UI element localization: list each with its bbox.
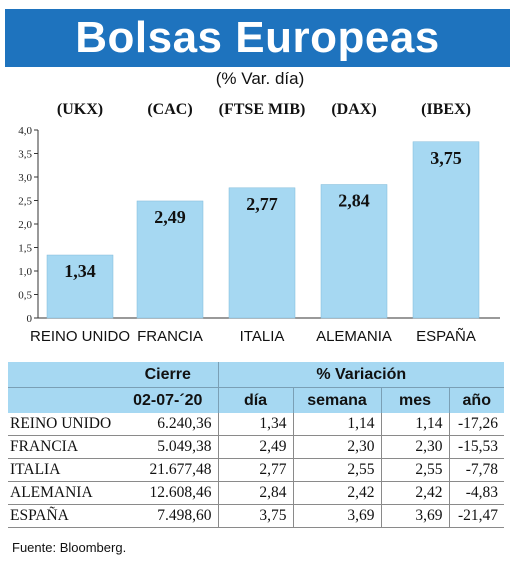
table-row: ESPAÑA 7.498,60 3,75 3,69 3,69 -21,47 bbox=[8, 504, 505, 528]
row-name: ALEMANIA bbox=[8, 481, 118, 505]
row-mes: 3,69 bbox=[381, 504, 450, 528]
row-semana: 2,55 bbox=[293, 458, 382, 482]
row-dia: 3,75 bbox=[218, 504, 294, 528]
row-name: REINO UNIDO bbox=[8, 413, 118, 436]
chart-title: Bolsas Europeas bbox=[5, 9, 510, 67]
table-header-date: 02-07-´20 bbox=[118, 387, 219, 413]
row-semana: 3,69 bbox=[293, 504, 382, 528]
row-mes: 2,42 bbox=[381, 481, 450, 505]
x-tick-label: REINO UNIDO bbox=[30, 328, 130, 345]
row-mes: 2,30 bbox=[381, 435, 450, 459]
row-semana: 2,30 bbox=[293, 435, 382, 459]
bar bbox=[320, 184, 388, 319]
table-header-semana: semana bbox=[293, 387, 382, 413]
table-row: ALEMANIA 12.608,46 2,84 2,42 2,42 -4,83 bbox=[8, 481, 505, 505]
index-label: (IBEX) bbox=[421, 101, 471, 118]
table-header-variacion: % Variación bbox=[218, 362, 505, 388]
y-tick-label: 4,0 bbox=[18, 125, 32, 137]
y-tick-label: 0,5 bbox=[18, 290, 32, 302]
row-cierre: 12.608,46 bbox=[118, 481, 219, 505]
table-row: REINO UNIDO 6.240,36 1,34 1,14 1,14 -17,… bbox=[8, 413, 505, 436]
index-label: (FTSE MIB) bbox=[219, 101, 306, 118]
row-mes: 1,14 bbox=[381, 413, 450, 436]
row-mes: 2,55 bbox=[381, 458, 450, 482]
row-dia: 1,34 bbox=[218, 413, 294, 436]
table-header-cierre: Cierre bbox=[118, 362, 219, 388]
row-ano: -21,47 bbox=[449, 504, 505, 528]
x-tick-label: ESPAÑA bbox=[416, 328, 476, 345]
bar-value-label: 2,49 bbox=[154, 207, 186, 227]
x-tick-label: ITALIA bbox=[240, 328, 285, 345]
bar-value-label: 2,77 bbox=[246, 194, 278, 214]
row-dia: 2,49 bbox=[218, 435, 294, 459]
row-ano: -15,53 bbox=[449, 435, 505, 459]
x-tick-label: FRANCIA bbox=[137, 328, 203, 345]
row-ano: -4,83 bbox=[449, 481, 505, 505]
row-name: ITALIA bbox=[8, 458, 118, 482]
y-tick-label: 1,5 bbox=[18, 243, 32, 255]
chart-subtitle: (% Var. día) bbox=[215, 69, 305, 88]
table-header-mes: mes bbox=[381, 387, 450, 413]
row-semana: 2,42 bbox=[293, 481, 382, 505]
y-tick-label: 2,0 bbox=[18, 219, 32, 231]
index-label: (DAX) bbox=[331, 101, 376, 118]
index-label: (CAC) bbox=[147, 101, 192, 118]
row-dia: 2,84 bbox=[218, 481, 294, 505]
row-name: FRANCIA bbox=[8, 435, 118, 459]
row-ano: -17,26 bbox=[449, 413, 505, 436]
row-dia: 2,77 bbox=[218, 458, 294, 482]
bar-value-label: 1,34 bbox=[64, 261, 96, 281]
row-ano: -7,78 bbox=[449, 458, 505, 482]
table-header-blank bbox=[8, 362, 118, 388]
bar-chart: 0 0,5 1,0 1,5 2,0 2,5 3,0 3,5 4,0 1,34 (UKX) REINO … bbox=[18, 101, 500, 345]
table-row: FRANCIA 5.049,38 2,49 2,30 2,30 -15,53 bbox=[8, 435, 505, 459]
x-tick-label: ALEMANIA bbox=[316, 328, 392, 345]
table-header-dia: día bbox=[218, 387, 294, 413]
row-cierre: 21.677,48 bbox=[118, 458, 219, 482]
y-tick-label: 0 bbox=[27, 313, 33, 325]
table-header-ano: año bbox=[449, 387, 505, 413]
y-tick-label: 1,0 bbox=[18, 266, 32, 278]
index-label: (UKX) bbox=[57, 101, 103, 118]
bar bbox=[46, 254, 114, 319]
quotes-table: Cierre % Variación 02-07-´20 día semana … bbox=[8, 362, 505, 528]
bar bbox=[228, 187, 296, 319]
row-cierre: 7.498,60 bbox=[118, 504, 219, 528]
row-semana: 1,14 bbox=[293, 413, 382, 436]
row-name: ESPAÑA bbox=[8, 504, 118, 528]
y-tick-label: 3,0 bbox=[18, 172, 32, 184]
bar-value-label: 3,75 bbox=[430, 148, 462, 168]
bar bbox=[136, 200, 204, 319]
y-tick-label: 3,5 bbox=[18, 149, 32, 161]
table-row: ITALIA 21.677,48 2,77 2,55 2,55 -7,78 bbox=[8, 458, 505, 482]
row-cierre: 5.049,38 bbox=[118, 435, 219, 459]
bar bbox=[412, 141, 480, 319]
y-tick-label: 2,5 bbox=[18, 196, 32, 208]
source-note: Fuente: Bloomberg. bbox=[12, 540, 127, 555]
row-cierre: 6.240,36 bbox=[118, 413, 219, 436]
table-header-blank-2 bbox=[8, 387, 118, 413]
bar-value-label: 2,84 bbox=[338, 191, 370, 211]
